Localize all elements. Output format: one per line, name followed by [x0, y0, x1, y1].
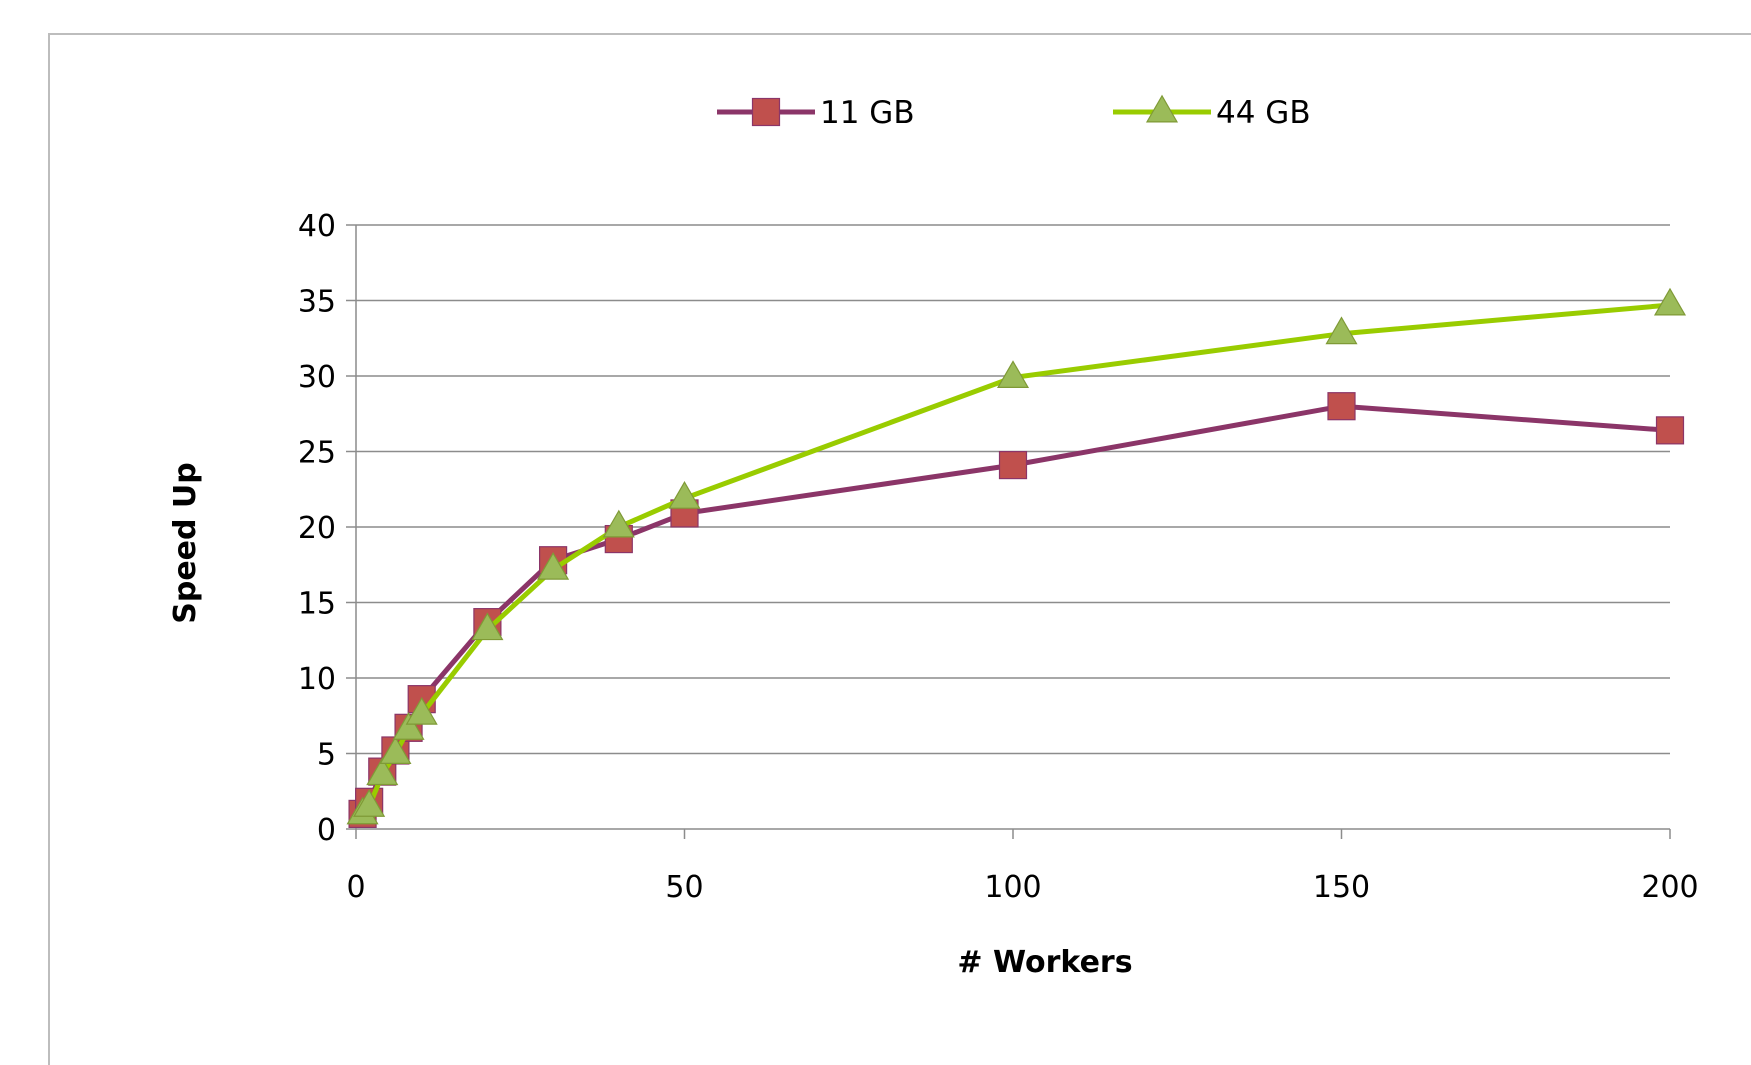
y-tick-label-20: 20 [298, 511, 336, 546]
y-tick-label-25: 25 [298, 436, 336, 471]
data-point-1-8 [602, 509, 635, 538]
data-point-1-4 [392, 712, 425, 740]
y-tick-label-35: 35 [298, 285, 336, 320]
series-layer [346, 287, 1687, 829]
chart-frame [48, 33, 1751, 1065]
data-point-1-1 [353, 789, 386, 817]
legend-item-1: 44 GB [1113, 94, 1311, 131]
x-tick-label-0: 0 [346, 870, 365, 905]
data-point-1-6 [471, 612, 504, 641]
data-point-1-9 [668, 480, 701, 509]
data-point-1-7 [537, 551, 570, 580]
y-tick-label-5: 5 [317, 738, 336, 773]
x-tick-label-200: 200 [1641, 870, 1698, 905]
legend-marker-0 [751, 97, 781, 127]
data-point-1-3 [379, 736, 412, 764]
legend-label-0: 11 GB [820, 95, 915, 131]
x-axis-title: # Workers [957, 945, 1132, 980]
x-tick-label-150: 150 [1313, 870, 1370, 905]
data-point-1-12 [1653, 287, 1687, 316]
series-11-gb [348, 392, 1685, 829]
legend-marker-1 [1145, 94, 1179, 123]
y-axis-title: Speed Up [168, 462, 203, 624]
legend-item-0: 11 GB [717, 95, 915, 131]
y-tick-label-10: 10 [298, 662, 336, 697]
data-point-0-10 [998, 450, 1028, 480]
data-point-0-11 [1327, 392, 1356, 421]
legend-label-1: 44 GB [1216, 95, 1311, 131]
x-tick-labels: 0 50 100 150 200 [346, 870, 1698, 905]
x-tick-label-100: 100 [984, 870, 1041, 905]
y-tick-label-0: 0 [317, 813, 336, 848]
y-tick-labels: 0 5 10 15 20 25 30 35 40 [298, 209, 336, 848]
y-tick-label-30: 30 [298, 360, 336, 395]
x-tick-label-50: 50 [665, 870, 703, 905]
gridlines [356, 224, 1670, 755]
data-point-1-11 [1325, 316, 1358, 345]
legend: 11 GB 44 GB [717, 94, 1311, 131]
data-point-1-10 [996, 360, 1030, 388]
data-point-1-5 [405, 696, 438, 725]
y-tick-label-40: 40 [298, 209, 336, 244]
data-point-1-2 [366, 757, 399, 786]
y-tick-label-15: 15 [298, 587, 336, 622]
data-point-0-12 [1655, 416, 1685, 445]
axes [346, 224, 1671, 839]
series-44-gb [346, 287, 1687, 825]
